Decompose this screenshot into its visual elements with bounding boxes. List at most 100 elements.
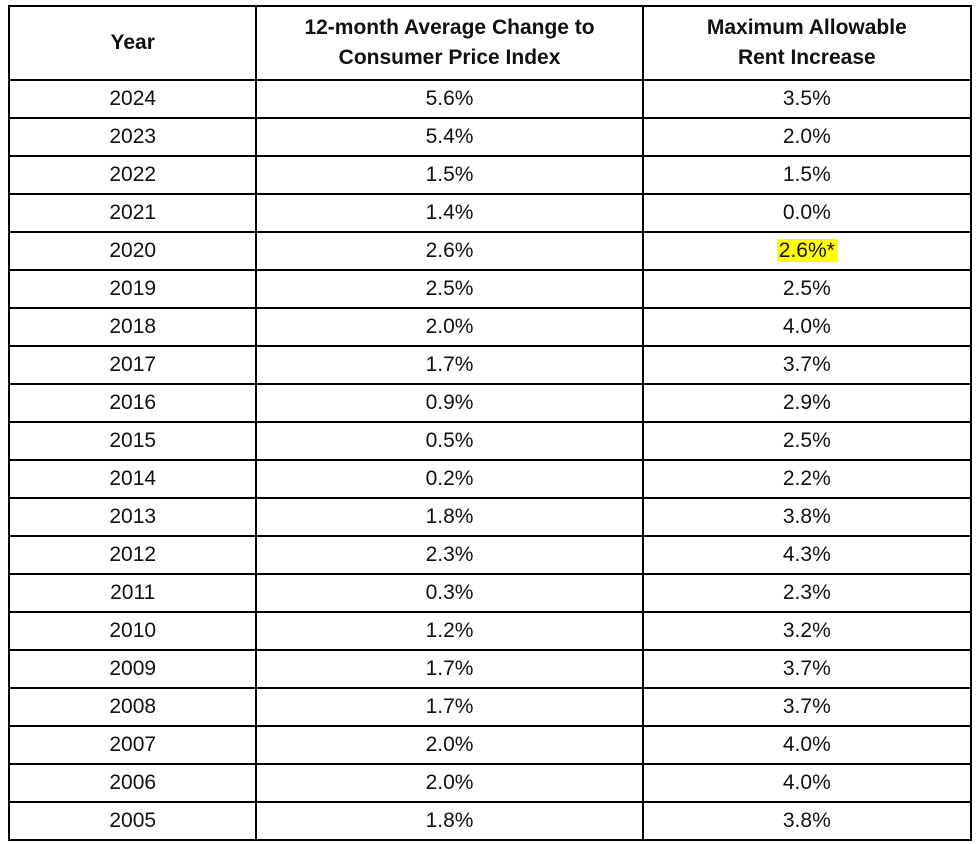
value-cell: 2.2%: [641, 459, 973, 499]
year-cell: 2006: [7, 763, 258, 803]
cell-text: 2.3%: [425, 543, 474, 566]
value-cell: 4.0%: [641, 763, 973, 803]
cell-text: 1.5%: [425, 163, 474, 186]
cell-text: 3.8%: [782, 505, 831, 528]
value-cell: 1.5%: [641, 155, 973, 195]
cell-text: 2018: [109, 315, 157, 338]
header-cell: 12-month Average Change to Consumer Price…: [255, 5, 644, 81]
cell-text: 1.8%: [425, 809, 474, 832]
value-cell: 3.2%: [641, 611, 973, 651]
highlighted-text: 2.6%*: [776, 239, 837, 262]
cell-text: 1.7%: [425, 353, 474, 376]
value-cell: 2.9%: [641, 383, 973, 423]
table-row: 2007 2.0% 4.0%: [7, 725, 973, 765]
value-cell: 1.8%: [255, 497, 644, 537]
cell-text: 2.0%: [425, 733, 474, 756]
cell-text: 2011: [110, 581, 156, 604]
table-row: 2018 2.0% 4.0%: [7, 307, 973, 347]
cell-text: 2017: [109, 353, 157, 376]
year-cell: 2021: [7, 193, 258, 233]
value-cell: 3.7%: [641, 687, 973, 727]
cell-text: 2006: [109, 771, 157, 794]
cell-text: 2005: [109, 809, 157, 832]
table-row: 2011 0.3% 2.3%: [7, 573, 973, 613]
header-cell: Maximum Allowable Rent Increase: [641, 5, 973, 81]
cell-text: 2021: [109, 201, 157, 224]
value-cell: 1.5%: [255, 155, 644, 195]
cell-text: 2008: [109, 695, 157, 718]
cell-text: 2024: [109, 87, 157, 110]
cell-text: 2019: [109, 277, 157, 300]
cell-text: 2.2%: [782, 467, 831, 490]
header-text: Maximum Allowable: [706, 16, 907, 39]
year-cell: 2017: [7, 345, 258, 385]
cell-text: 1.7%: [425, 695, 474, 718]
year-cell: 2022: [7, 155, 258, 195]
value-cell: 1.7%: [255, 649, 644, 689]
value-cell: 2.0%: [255, 307, 644, 347]
year-cell: 2007: [7, 725, 258, 765]
year-cell: 2024: [7, 79, 258, 119]
cell-text: 2.0%: [782, 125, 831, 148]
year-cell: 2011: [7, 573, 258, 613]
value-cell: 2.6%: [255, 231, 644, 271]
table-row: 2023 5.4% 2.0%: [7, 117, 973, 157]
cell-text: 4.0%: [782, 771, 831, 794]
cell-text: 2.6%: [425, 239, 474, 262]
cell-text: 4.0%: [782, 315, 831, 338]
value-cell: 1.4%: [255, 193, 644, 233]
header-text: 12-month Average Change to: [304, 16, 595, 39]
cell-text: 0.3%: [425, 581, 474, 604]
cell-text: 2012: [109, 543, 157, 566]
cell-text: 1.8%: [425, 505, 474, 528]
rent-table: Year 12-month Average Change to Consumer P…: [7, 5, 973, 841]
cell-text: 2016: [109, 391, 157, 414]
year-cell: 2014: [7, 459, 258, 499]
cell-text: 1.2%: [425, 619, 474, 642]
value-cell: 2.5%: [255, 269, 644, 309]
cell-text: 0.9%: [425, 391, 474, 414]
value-cell: 3.8%: [641, 801, 973, 841]
value-cell: 5.6%: [255, 79, 644, 119]
cell-text: 0.5%: [425, 429, 474, 452]
cell-text: 2.0%: [425, 771, 474, 794]
value-cell: 2.3%: [255, 535, 644, 575]
cell-text: 2013: [109, 505, 157, 528]
table-row: 2015 0.5% 2.5%: [7, 421, 973, 461]
value-cell: 2.0%: [641, 117, 973, 157]
value-cell: 0.3%: [255, 573, 644, 613]
cell-text: 0.2%: [425, 467, 474, 490]
value-cell: 0.0%: [641, 193, 973, 233]
year-cell: 2005: [7, 801, 258, 841]
cell-text: 3.8%: [782, 809, 831, 832]
value-cell: 4.0%: [641, 725, 973, 765]
value-cell: 4.0%: [641, 307, 973, 347]
cell-text: 3.2%: [782, 619, 831, 642]
value-cell: 0.5%: [255, 421, 644, 461]
year-cell: 2008: [7, 687, 258, 727]
table-row: 2010 1.2% 3.2%: [7, 611, 973, 651]
cell-text: 2010: [109, 619, 157, 642]
value-cell: 2.0%: [255, 763, 644, 803]
table-row: 2005 1.8% 3.8%: [7, 801, 973, 841]
cell-text: 3.5%: [782, 87, 831, 110]
cell-text: 2.5%: [782, 277, 831, 300]
header-cell: Year: [7, 5, 258, 81]
year-cell: 2010: [7, 611, 258, 651]
value-cell: 4.3%: [641, 535, 973, 575]
value-cell: 0.9%: [255, 383, 644, 423]
cell-text: 3.7%: [782, 657, 831, 680]
value-cell: 1.7%: [255, 687, 644, 727]
value-cell: 3.7%: [641, 345, 973, 385]
year-cell: 2016: [7, 383, 258, 423]
year-cell: 2009: [7, 649, 258, 689]
year-cell: 2018: [7, 307, 258, 347]
cell-text: 2.5%: [782, 429, 831, 452]
cell-text: 3.7%: [782, 695, 831, 718]
cell-text: 2022: [109, 163, 157, 186]
cell-text: 2015: [109, 429, 157, 452]
year-cell: 2019: [7, 269, 258, 309]
table-row: 2013 1.8% 3.8%: [7, 497, 973, 537]
table-row: 2022 1.5% 1.5%: [7, 155, 973, 195]
